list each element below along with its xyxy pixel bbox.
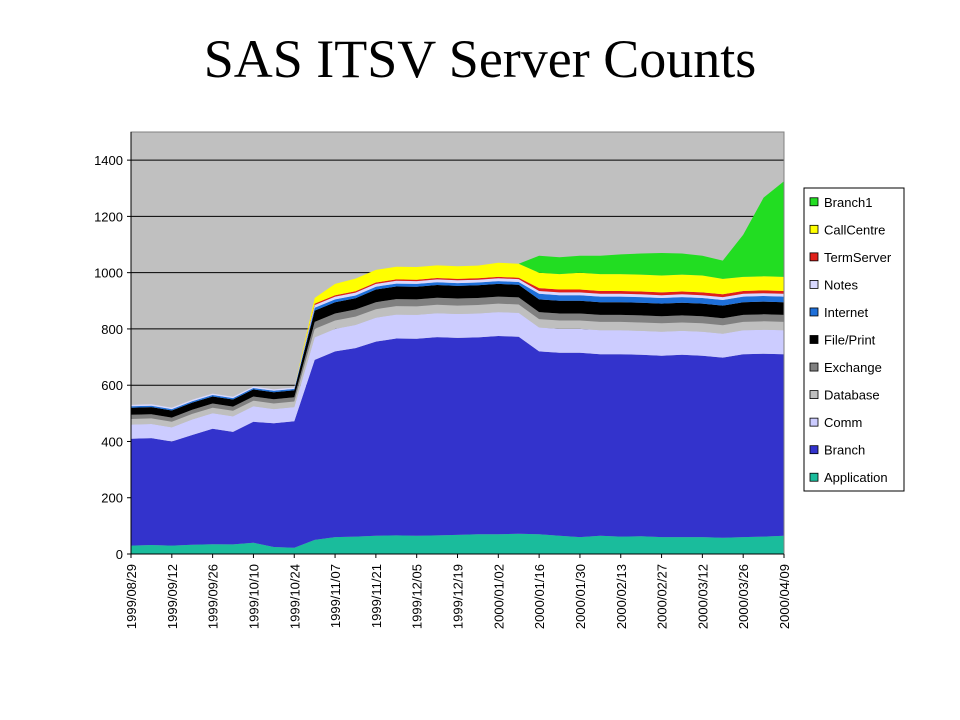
y-tick-label: 0 — [116, 547, 123, 562]
legend-box — [803, 187, 905, 492]
legend-swatch — [809, 472, 819, 482]
x-tick-label: 2000/03/26 — [736, 564, 751, 629]
series-area-file-print — [131, 283, 784, 418]
y-tick-label: 200 — [101, 491, 123, 506]
x-tick-label: 2000/01/02 — [491, 564, 506, 629]
series-area-database — [131, 303, 784, 428]
y-axis-tick-labels: 0 200 400 600 800 1000 1200 1400 — [94, 153, 123, 562]
legend-label: Application — [824, 470, 888, 485]
legend-swatch — [809, 307, 819, 317]
legend-swatch — [809, 280, 819, 289]
series-area-comm — [131, 312, 784, 442]
legend-label: Branch — [824, 443, 865, 458]
legend-swatch — [809, 362, 819, 372]
y-tick-label: 1000 — [94, 266, 123, 281]
legend-label: Comm — [824, 415, 862, 430]
legend-label: Notes — [824, 277, 858, 292]
legend-swatch — [809, 197, 819, 207]
legend-swatch — [809, 252, 819, 262]
x-axis-tick-labels: 1999/08/29 1999/09/12 1999/09/26 1999/10/10… — [124, 564, 792, 629]
series-area-branch — [131, 336, 784, 548]
x-tick-label: 1999/10/24 — [287, 564, 302, 629]
legend-label: TermServer — [824, 250, 892, 265]
x-tick-label: 2000/02/27 — [655, 564, 670, 629]
y-tick-label: 400 — [101, 434, 123, 449]
axes — [127, 131, 785, 558]
x-tick-label: 2000/01/16 — [532, 564, 547, 629]
x-tick-label: 1999/12/05 — [410, 564, 425, 629]
y-tick-label: 600 — [101, 378, 123, 393]
series-area-application — [131, 533, 784, 554]
series-area-exchange — [131, 296, 784, 422]
x-tick-label: 2000/03/12 — [695, 564, 710, 629]
x-tick-label: 1999/11/21 — [369, 564, 384, 628]
legend-label: CallCentre — [824, 222, 885, 237]
legend-label: Exchange — [824, 360, 882, 375]
y-tick-label: 1400 — [94, 153, 123, 168]
x-tick-label: 1999/12/19 — [451, 564, 466, 629]
legend-label: Database — [824, 388, 880, 403]
x-tick-label: 1999/11/07 — [328, 564, 343, 628]
legend: Branch1 CallCentre TermServer Notes Internet… — [803, 187, 905, 492]
x-tick-label: 1999/09/26 — [206, 564, 221, 629]
x-tick-label: 2000/01/30 — [573, 564, 588, 629]
legend-label: Internet — [824, 305, 868, 320]
legend-label: File/Print — [824, 333, 876, 348]
x-tick-label: 2000/02/13 — [614, 564, 629, 629]
legend-swatch — [809, 224, 819, 234]
y-tick-label: 800 — [101, 322, 123, 337]
legend-swatch — [809, 335, 819, 344]
chart-title: SAS ITSV Server Counts — [203, 29, 757, 89]
legend-swatch — [809, 390, 819, 399]
legend-swatch — [809, 445, 819, 455]
legend-label: Branch1 — [824, 195, 872, 210]
x-tick-label: 1999/09/12 — [165, 564, 180, 629]
x-tick-label: 1999/10/10 — [246, 564, 261, 629]
y-tick-label: 1200 — [94, 209, 123, 224]
series-areas — [131, 181, 784, 554]
x-tick-label: 1999/08/29 — [124, 564, 139, 629]
x-tick-label: 2000/04/09 — [777, 564, 792, 629]
legend-swatch — [809, 417, 819, 427]
